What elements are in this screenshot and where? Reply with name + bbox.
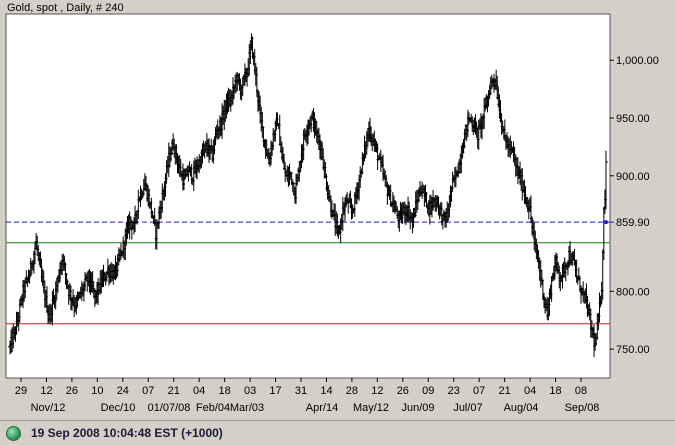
y-axis: 1,000.00 950.00 900.00 800.00 750.00 859.90 — [604, 55, 659, 356]
x-axis: 29 12 26 10 24 07 21 04 18 03 17 31 14 28 12 26 09 23 07 21… — [15, 378, 600, 414]
x-tick-label-month: Apr/14 — [306, 402, 338, 414]
x-tick-label-month: Nov/12 — [31, 402, 66, 414]
x-tick-label-day: 24 — [117, 385, 129, 397]
level-lines — [6, 221, 610, 325]
x-tick-label-day: 28 — [346, 385, 358, 397]
status-bar: 19 Sep 2008 10:04:48 EST (+1000) — [0, 420, 675, 445]
x-tick-label-day: 26 — [66, 385, 78, 397]
x-tick-label-day: 12 — [40, 385, 52, 397]
x-tick-label-day: 07 — [142, 385, 154, 397]
x-tick-label-day: 07 — [473, 385, 485, 397]
x-tick-label-day: 17 — [269, 385, 281, 397]
last-price-marker — [604, 220, 608, 225]
x-tick-label-day: 21 — [168, 385, 180, 397]
chart-title: Gold, spot , Daily, # 240 — [7, 2, 124, 14]
x-tick-label-day: 21 — [499, 385, 511, 397]
plot-area — [5, 13, 611, 379]
x-tick-label-month: May/12 — [353, 402, 389, 414]
x-tick-label-day: 03 — [244, 385, 256, 397]
x-tick-label-day: 09 — [422, 385, 434, 397]
x-tick-label-day: 18 — [219, 385, 231, 397]
last-price-label: 859.90 — [616, 217, 650, 229]
y-tick-label: 900.00 — [616, 171, 650, 183]
y-tick-label: 950.00 — [616, 113, 650, 125]
x-tick-label-day: 31 — [295, 385, 307, 397]
x-tick-label-day: 04 — [524, 385, 536, 397]
y-tick-label: 750.00 — [616, 344, 650, 356]
y-tick-label: 800.00 — [616, 286, 650, 298]
x-tick-label-month: Sep/08 — [565, 402, 600, 414]
x-tick-label-month: Dec/10 — [101, 402, 136, 414]
chart: Gold, spot , Daily, # 240 1,000.00 950.00… — [5, 2, 659, 414]
x-tick-label-day: 12 — [371, 385, 383, 397]
status-timestamp: 19 Sep 2008 10:04:48 EST (+1000) — [31, 426, 223, 440]
x-tick-label-month: Jul/07 — [453, 402, 482, 414]
x-tick-label-day: 23 — [448, 385, 460, 397]
x-tick-label-month: Feb/04 — [196, 402, 230, 414]
x-tick-label-month: Mar/03 — [230, 402, 264, 414]
x-tick-label-day: 18 — [549, 385, 561, 397]
x-tick-label-month: Aug/04 — [504, 402, 539, 414]
x-tick-label-day: 04 — [193, 385, 205, 397]
y-tick-label: 1,000.00 — [616, 55, 659, 67]
x-tick-label-day: 26 — [397, 385, 409, 397]
status-indicator-icon — [6, 425, 21, 441]
x-tick-label-month: Jun/09 — [401, 402, 434, 414]
x-tick-label-day: 14 — [320, 385, 332, 397]
x-tick-label-day: 10 — [91, 385, 103, 397]
x-tick-label-day: 29 — [15, 385, 27, 397]
x-tick-label-day: 08 — [575, 385, 587, 397]
price-bars — [8, 33, 608, 358]
x-tick-label-month: 01/07/08 — [148, 402, 191, 414]
